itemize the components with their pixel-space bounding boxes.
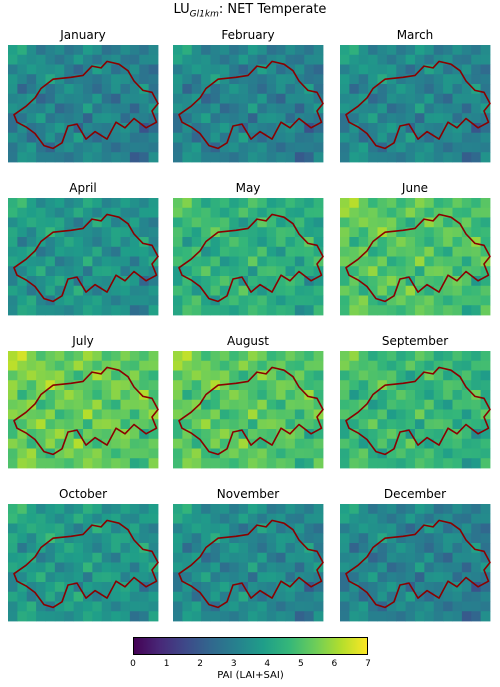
border-outline: [345, 60, 491, 150]
panel-title-november: November: [216, 487, 280, 501]
panel-title-march: March: [396, 28, 434, 42]
map-panel-march: [340, 45, 491, 163]
colorbar-tick-label: 7: [365, 659, 371, 669]
border-outline: [178, 60, 324, 150]
border-outline: [13, 60, 159, 150]
map-panel-february: [173, 45, 324, 163]
panel-title-july: July: [72, 334, 94, 348]
map-panel-december: [340, 504, 491, 622]
panel-title-february: February: [221, 28, 275, 42]
border-outline: [178, 519, 324, 609]
colorbar-tick-label: 6: [331, 659, 338, 669]
map-panel-june: [340, 198, 491, 316]
map-panel-october: [8, 504, 159, 622]
map-panel-august: [173, 351, 324, 469]
colorbar-tick-label: 0: [130, 659, 136, 669]
border-outline: [345, 213, 491, 303]
map-grid: [8, 45, 491, 622]
colorbar-tick-label: 2: [197, 659, 203, 669]
border-outline: [178, 366, 324, 456]
map-panel-january: [8, 45, 159, 163]
border-outline: [345, 519, 491, 609]
map-panel-november: [173, 504, 324, 622]
panel-title-september: September: [381, 334, 449, 348]
panel-title-april: April: [69, 181, 97, 195]
panel-title-august: August: [227, 334, 269, 348]
border-outline: [13, 213, 159, 303]
colorbar-label: PAI (LAI+SAI): [217, 670, 284, 681]
border-outline: [345, 366, 491, 456]
border-outline: [13, 366, 159, 456]
panel-title-october: October: [58, 487, 108, 501]
map-panel-july: [8, 351, 159, 469]
map-panel-september: [340, 351, 491, 469]
border-outline: [178, 213, 324, 303]
page-title: LUGl1km: NET Temperate: [173, 2, 327, 20]
border-outline: [13, 519, 159, 609]
colorbar-tick-label: 4: [264, 659, 271, 669]
colorbar-gradient: [133, 637, 368, 655]
panel-title-december: December: [383, 487, 447, 501]
colorbar-tick-label: 3: [230, 659, 237, 669]
colorbar: [133, 637, 368, 655]
panel-title-january: January: [60, 28, 106, 42]
colorbar-tick-label: 1: [163, 659, 170, 669]
colorbar-tick-label: 5: [297, 659, 304, 669]
map-panel-april: [8, 198, 159, 316]
map-panel-may: [173, 198, 324, 316]
panel-title-may: May: [235, 181, 261, 195]
panel-title-june: June: [401, 181, 429, 195]
